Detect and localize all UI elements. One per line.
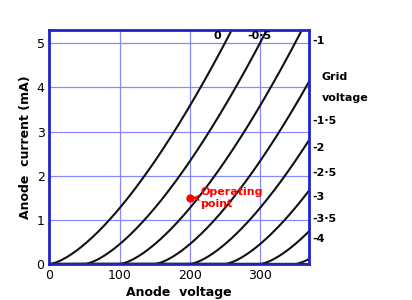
Text: 0: 0: [214, 31, 222, 41]
Text: voltage: voltage: [322, 93, 369, 103]
Text: Operating
point: Operating point: [194, 187, 263, 208]
Text: -2: -2: [313, 143, 325, 153]
X-axis label: Anode  voltage: Anode voltage: [126, 286, 232, 299]
Text: -2·5: -2·5: [313, 169, 337, 178]
Text: -1·5: -1·5: [313, 116, 337, 125]
Y-axis label: Anode  current (mA): Anode current (mA): [19, 75, 33, 219]
Text: -1: -1: [313, 36, 325, 46]
Text: -3·5: -3·5: [313, 214, 337, 224]
Text: -3: -3: [313, 192, 325, 202]
Text: -4: -4: [313, 234, 325, 244]
Text: Grid: Grid: [322, 72, 348, 82]
Text: -0·5: -0·5: [248, 31, 272, 41]
